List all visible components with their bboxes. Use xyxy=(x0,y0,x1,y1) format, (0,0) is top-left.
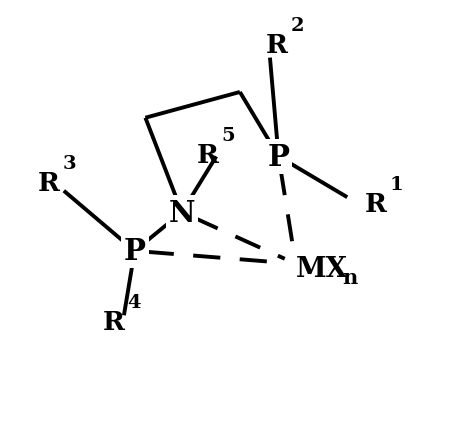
Text: R: R xyxy=(365,192,386,217)
Text: 3: 3 xyxy=(63,155,77,172)
Text: R: R xyxy=(197,142,219,168)
Text: R: R xyxy=(103,309,124,335)
Text: 2: 2 xyxy=(291,17,304,35)
Text: P: P xyxy=(123,237,146,266)
Text: n: n xyxy=(342,268,357,288)
Text: R: R xyxy=(266,33,287,58)
Text: 4: 4 xyxy=(128,294,141,312)
Text: P: P xyxy=(267,142,290,171)
Text: 1: 1 xyxy=(390,176,403,194)
Text: R: R xyxy=(38,170,60,195)
Text: MX: MX xyxy=(296,255,348,282)
Text: 5: 5 xyxy=(222,127,236,145)
Text: N: N xyxy=(168,198,195,227)
